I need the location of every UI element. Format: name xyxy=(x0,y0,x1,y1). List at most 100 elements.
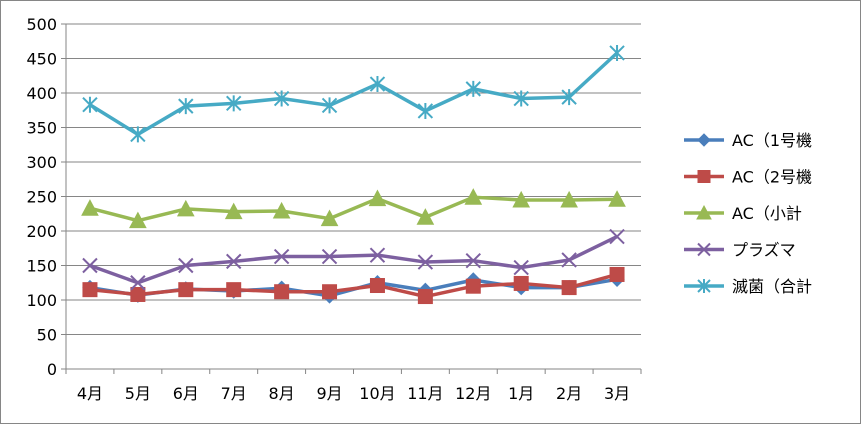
legend-item: プラズマ xyxy=(684,241,796,260)
legend-item: 滅菌（合計 xyxy=(684,277,812,296)
data-point xyxy=(129,211,147,229)
series-group xyxy=(81,188,626,229)
y-tick-label: 300 xyxy=(26,153,57,172)
x-tick-label: 9月 xyxy=(316,384,342,403)
data-point xyxy=(82,96,98,113)
data-point xyxy=(226,95,242,112)
legend-label: AC（2号機 xyxy=(732,168,812,187)
data-point xyxy=(273,90,290,107)
data-point xyxy=(417,289,433,305)
data-point xyxy=(272,201,291,219)
legend-label: 滅菌（合計 xyxy=(732,277,812,296)
y-tick-label: 150 xyxy=(26,257,57,276)
data-point xyxy=(513,259,529,276)
y-tick-label: 0 xyxy=(47,360,57,379)
x-tick-label: 8月 xyxy=(269,384,295,403)
legend-item: AC（小計 xyxy=(684,204,802,223)
data-point xyxy=(416,208,435,225)
series-group xyxy=(82,266,625,305)
data-point xyxy=(178,257,194,274)
data-point xyxy=(369,278,385,294)
data-point xyxy=(81,199,99,216)
y-tick-label: 350 xyxy=(26,119,57,138)
data-point xyxy=(512,190,531,208)
x-tick-label: 10月 xyxy=(359,384,395,403)
series-group xyxy=(82,44,625,143)
data-point xyxy=(609,266,625,282)
legend-marker xyxy=(697,170,711,183)
data-point xyxy=(561,280,577,296)
data-point xyxy=(561,252,577,268)
data-point xyxy=(465,80,481,97)
legend-item: AC（1号機 xyxy=(684,131,812,150)
data-point xyxy=(465,278,481,294)
data-point xyxy=(609,228,625,245)
x-tick-label: 6月 xyxy=(173,384,199,403)
data-point xyxy=(176,199,195,217)
x-tick-label: 7月 xyxy=(221,384,247,403)
data-point xyxy=(369,247,386,263)
x-tick-label: 11月 xyxy=(407,384,443,403)
y-tick-label: 400 xyxy=(26,84,57,103)
series-line xyxy=(89,195,618,223)
data-point xyxy=(560,190,578,208)
data-point xyxy=(178,282,194,298)
data-point xyxy=(609,44,625,61)
x-tick-label: 3月 xyxy=(604,384,630,403)
data-point xyxy=(608,190,626,207)
x-tick-label: 4月 xyxy=(77,384,103,403)
series-line xyxy=(89,234,618,285)
data-point xyxy=(465,252,481,269)
data-point xyxy=(82,257,98,274)
series-line xyxy=(89,272,618,299)
data-point xyxy=(226,282,242,298)
data-point xyxy=(368,189,387,207)
legend-item: AC（2号機 xyxy=(684,168,812,187)
x-axis: 4月 5月 6月 7月 8月 9月 10月 11月 12月 1月 2月 3月 xyxy=(65,368,642,403)
data-point xyxy=(178,98,194,115)
legend-marker xyxy=(696,204,712,220)
data-point xyxy=(417,254,434,270)
series-layer xyxy=(81,44,626,305)
data-point xyxy=(130,286,146,302)
data-point xyxy=(464,188,483,205)
data-point xyxy=(273,248,290,265)
data-point xyxy=(513,275,529,291)
x-tick-label: 12月 xyxy=(455,384,491,403)
x-tick-label: 1月 xyxy=(508,384,534,403)
legend-label: プラズマ xyxy=(732,241,796,260)
y-tick-label: 250 xyxy=(26,188,57,207)
data-point xyxy=(513,90,529,107)
legend-label: AC（1号機 xyxy=(732,131,812,150)
legend-marker xyxy=(697,242,711,257)
y-tick-label: 450 xyxy=(26,50,57,69)
legend-label: AC（小計 xyxy=(732,204,802,223)
data-point xyxy=(82,282,98,298)
legend-marker xyxy=(697,133,711,147)
data-point xyxy=(274,284,290,300)
gridlines xyxy=(66,23,641,335)
x-tick-label: 2月 xyxy=(556,384,582,403)
x-tick-label: 5月 xyxy=(125,384,151,403)
y-tick-label: 500 xyxy=(26,15,57,34)
data-point xyxy=(320,209,339,227)
data-point xyxy=(130,126,146,143)
data-point xyxy=(130,275,146,291)
y-tick-label: 100 xyxy=(26,291,57,310)
data-point xyxy=(561,89,577,106)
data-point xyxy=(226,253,242,270)
data-point xyxy=(224,202,243,220)
series-group xyxy=(82,228,625,291)
series-line xyxy=(89,51,619,137)
data-point xyxy=(321,97,338,114)
data-point xyxy=(322,284,338,300)
y-axis: 0 50 100 150 200 250 300 350 400 450 500 xyxy=(26,15,67,379)
data-point xyxy=(321,248,338,265)
y-tick-label: 200 xyxy=(26,222,57,241)
data-point xyxy=(369,76,386,93)
legend-marker xyxy=(697,279,711,293)
data-point xyxy=(417,102,434,119)
